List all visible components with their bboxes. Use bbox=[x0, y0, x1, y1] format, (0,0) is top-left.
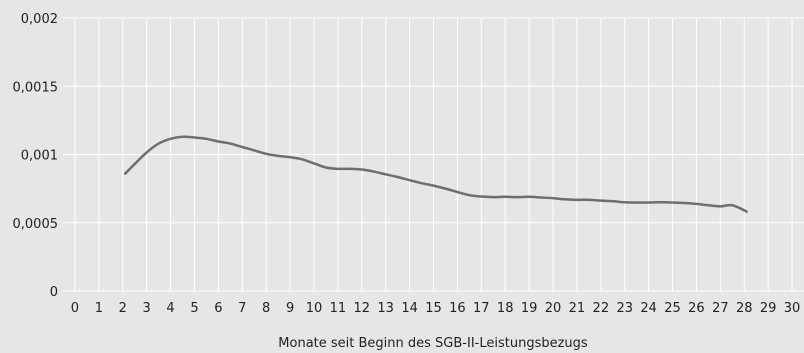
x-axis-label: Monate seit Beginn des SGB-II-Leistungsb… bbox=[278, 336, 588, 351]
y-tick-label: 0,0005 bbox=[13, 217, 59, 232]
x-tick-label: 29 bbox=[760, 301, 777, 316]
x-tick-label: 23 bbox=[616, 301, 633, 316]
x-tick-label: 18 bbox=[497, 301, 514, 316]
x-tick-label: 28 bbox=[736, 301, 753, 316]
series-layer bbox=[123, 135, 748, 213]
y-tick-label: 0 bbox=[50, 285, 58, 300]
x-tick-label: 25 bbox=[664, 301, 681, 316]
x-tick-label: 26 bbox=[688, 301, 705, 316]
x-tick-label: 30 bbox=[784, 301, 801, 316]
x-tick-label: 9 bbox=[286, 301, 294, 316]
grid-lines bbox=[63, 17, 804, 292]
y-tick-label: 0,002 bbox=[21, 12, 58, 27]
x-tick-label: 22 bbox=[593, 301, 610, 316]
x-tick-label: 17 bbox=[473, 301, 490, 316]
series-line bbox=[123, 135, 748, 213]
y-axis-ticks: 0 0,0005 0,001 0,0015 0,002 bbox=[13, 12, 59, 300]
x-tick-label: 19 bbox=[521, 301, 538, 316]
x-tick-label: 6 bbox=[214, 301, 222, 316]
x-tick-label: 20 bbox=[545, 301, 562, 316]
x-tick-label: 2 bbox=[119, 301, 127, 316]
x-tick-label: 7 bbox=[238, 301, 246, 316]
x-tick-label: 15 bbox=[425, 301, 442, 316]
x-tick-label: 12 bbox=[354, 301, 371, 316]
x-tick-label: 8 bbox=[262, 301, 270, 316]
x-tick-label: 3 bbox=[143, 301, 151, 316]
x-tick-label: 5 bbox=[190, 301, 198, 316]
x-axis-ticks: 0 1 2 3 4 5 6 7 8 9 10 11 12 13 14 15 16 17 18 19 20 21 22 23 24… bbox=[71, 301, 801, 316]
y-tick-label: 0,0015 bbox=[13, 80, 59, 95]
x-tick-label: 10 bbox=[306, 301, 323, 316]
x-tick-label: 0 bbox=[71, 301, 79, 316]
y-tick-label: 0,001 bbox=[21, 149, 58, 164]
x-tick-label: 1 bbox=[95, 301, 103, 316]
x-tick-label: 24 bbox=[640, 301, 657, 316]
x-tick-label: 21 bbox=[569, 301, 586, 316]
x-tick-label: 13 bbox=[377, 301, 394, 316]
x-tick-label: 27 bbox=[712, 301, 729, 316]
x-tick-label: 4 bbox=[166, 301, 174, 316]
x-tick-label: 11 bbox=[330, 301, 347, 316]
x-tick-label: 14 bbox=[401, 301, 418, 316]
x-tick-label: 16 bbox=[449, 301, 466, 316]
